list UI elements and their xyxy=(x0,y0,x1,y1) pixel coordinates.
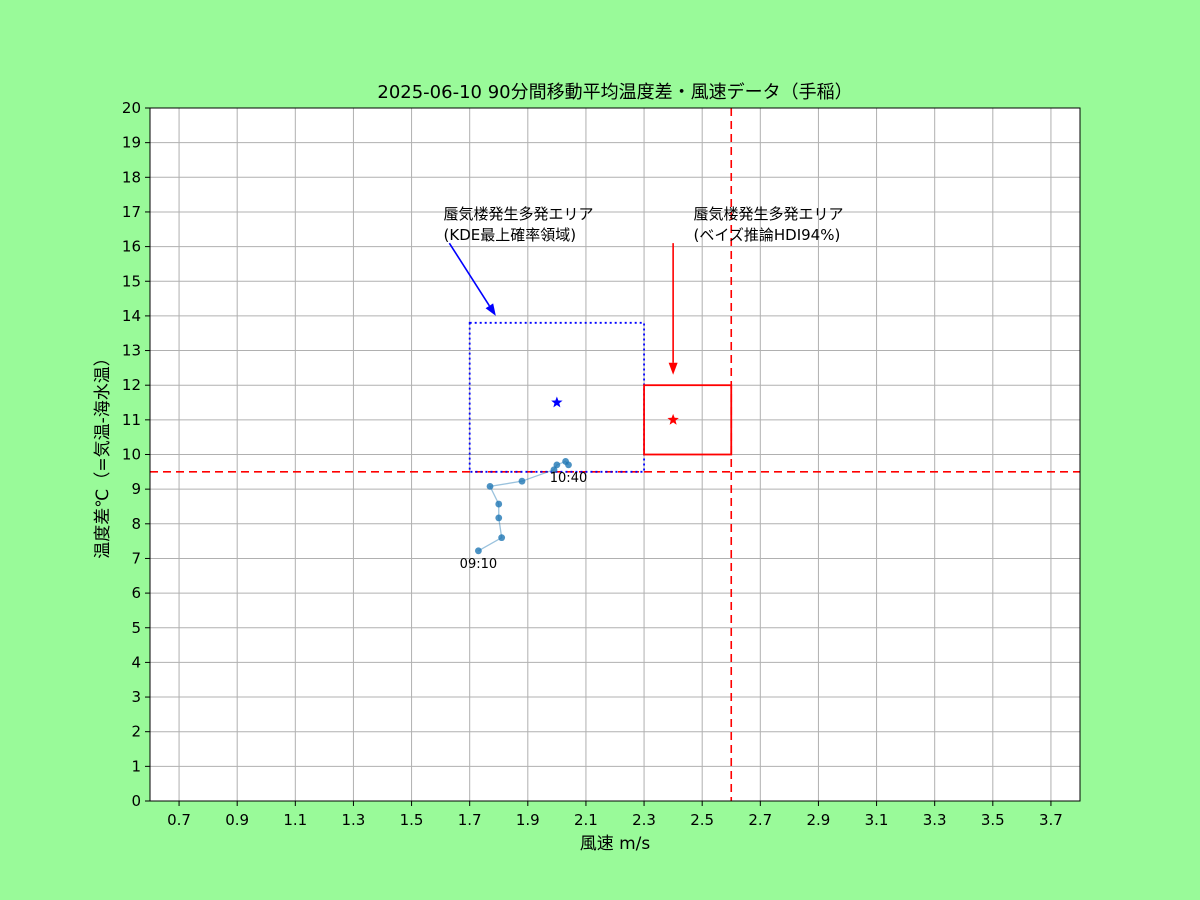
x-tick-label: 2.9 xyxy=(807,811,831,829)
y-tick-label: 11 xyxy=(122,411,141,429)
y-tick-label: 10 xyxy=(122,446,141,464)
y-tick-label: 1 xyxy=(131,757,141,775)
data-point xyxy=(475,547,482,555)
y-tick-label: 20 xyxy=(122,99,141,117)
x-tick-label: 3.3 xyxy=(923,811,947,829)
annotation-arrow-kde xyxy=(448,242,491,307)
y-tick-label: 14 xyxy=(122,307,141,325)
y-tick-label: 15 xyxy=(122,272,141,290)
regions xyxy=(468,321,733,473)
y-tick-label: 17 xyxy=(122,203,141,221)
data-point xyxy=(486,482,494,490)
x-tick-label: 1.9 xyxy=(516,811,540,829)
annotation-text-hdi: 蜃気楼発生多発エリア xyxy=(693,205,843,223)
y-tick-label: 8 xyxy=(131,515,141,533)
annotation-text-kde: 蜃気楼発生多発エリア xyxy=(444,205,594,223)
y-tick-label: 6 xyxy=(131,584,141,602)
data-point xyxy=(553,461,561,469)
grid xyxy=(150,107,1080,802)
region-box-hdi xyxy=(643,384,733,456)
x-tick-label: 0.7 xyxy=(167,811,191,829)
annotations: 蜃気楼発生多発エリア (KDE最上確率領域) 蜃気楼発生多発エリア (ベイズ推論HDI… xyxy=(444,205,844,572)
y-tick-label: 19 xyxy=(122,134,141,152)
x-tick-label: 1.1 xyxy=(283,811,307,829)
data-point xyxy=(498,534,506,542)
y-axis-label: 温度差℃（=気温-海水温） xyxy=(93,349,113,558)
y-tick-label: 16 xyxy=(122,238,141,256)
region-box-kde xyxy=(468,321,645,473)
annotation-arrowhead-hdi xyxy=(668,362,678,375)
axis-ticks: 0.7 0.9 1.1 1.3 1.5 1.7 1.9 2.1 2.3 2.5 2.7 2.9 3.1 3… xyxy=(122,99,1063,829)
x-tick-label: 3.1 xyxy=(865,811,889,829)
annotation-text-kde: (KDE最上確率領域) xyxy=(444,226,577,244)
data-point xyxy=(565,461,572,469)
x-tick-label: 2.1 xyxy=(574,811,598,829)
point-label: 09:10 xyxy=(460,557,497,572)
y-tick-label: 9 xyxy=(131,480,141,498)
series-line xyxy=(478,460,569,552)
data-point xyxy=(518,477,526,485)
x-tick-label: 1.5 xyxy=(400,811,424,829)
y-tick-label: 12 xyxy=(122,376,141,394)
annotation-text-hdi: (ベイズ推論HDI94%) xyxy=(693,226,840,244)
data-series xyxy=(475,458,572,555)
point-label: 10:40 xyxy=(550,471,587,486)
x-tick-label: 2.7 xyxy=(748,811,772,829)
y-tick-label: 0 xyxy=(131,792,141,810)
data-point xyxy=(495,514,503,522)
y-tick-label: 13 xyxy=(122,342,141,360)
x-tick-label: 1.7 xyxy=(458,811,482,829)
y-tick-label: 7 xyxy=(131,549,141,567)
x-tick-label: 2.5 xyxy=(690,811,714,829)
y-tick-label: 2 xyxy=(131,723,141,741)
annotation-arrowhead-kde xyxy=(485,303,496,316)
reference-lines xyxy=(150,108,1080,801)
x-tick-label: 1.3 xyxy=(342,811,366,829)
data-point xyxy=(495,500,503,508)
region-center-star-hdi xyxy=(667,413,679,425)
region-center-star-kde xyxy=(551,396,563,408)
x-tick-label: 3.5 xyxy=(981,811,1005,829)
y-tick-label: 18 xyxy=(122,168,141,186)
x-axis-label: 風速 m/s xyxy=(580,834,651,854)
x-tick-label: 3.7 xyxy=(1039,811,1063,829)
x-tick-label: 0.9 xyxy=(225,811,249,829)
y-tick-label: 4 xyxy=(131,653,141,671)
y-tick-label: 5 xyxy=(131,619,141,637)
x-tick-label: 2.3 xyxy=(632,811,656,829)
y-tick-label: 3 xyxy=(131,688,141,706)
chart-title: 2025-06-10 90分間移動平均温度差・風速データ（手稲） xyxy=(377,82,852,103)
